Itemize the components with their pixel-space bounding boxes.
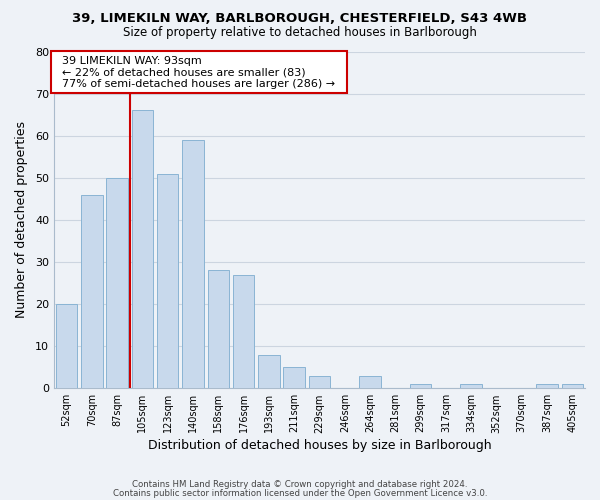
Bar — [208, 270, 229, 388]
Bar — [536, 384, 558, 388]
Y-axis label: Number of detached properties: Number of detached properties — [15, 122, 28, 318]
Text: 39 LIMEKILN WAY: 93sqm
  ← 22% of detached houses are smaller (83)
  77% of semi: 39 LIMEKILN WAY: 93sqm ← 22% of detached… — [55, 56, 343, 89]
Bar — [562, 384, 583, 388]
Bar — [460, 384, 482, 388]
Text: Size of property relative to detached houses in Barlborough: Size of property relative to detached ho… — [123, 26, 477, 39]
Text: Contains public sector information licensed under the Open Government Licence v3: Contains public sector information licen… — [113, 488, 487, 498]
Bar — [182, 140, 204, 388]
Bar — [309, 376, 330, 388]
Bar — [258, 354, 280, 388]
Bar — [106, 178, 128, 388]
Bar — [56, 304, 77, 388]
Bar — [157, 174, 178, 388]
X-axis label: Distribution of detached houses by size in Barlborough: Distribution of detached houses by size … — [148, 440, 491, 452]
Bar — [233, 274, 254, 388]
Text: 39, LIMEKILN WAY, BARLBOROUGH, CHESTERFIELD, S43 4WB: 39, LIMEKILN WAY, BARLBOROUGH, CHESTERFI… — [73, 12, 527, 26]
Bar — [81, 194, 103, 388]
Bar — [283, 368, 305, 388]
Bar — [359, 376, 381, 388]
Bar — [131, 110, 153, 388]
Bar — [410, 384, 431, 388]
Text: Contains HM Land Registry data © Crown copyright and database right 2024.: Contains HM Land Registry data © Crown c… — [132, 480, 468, 489]
